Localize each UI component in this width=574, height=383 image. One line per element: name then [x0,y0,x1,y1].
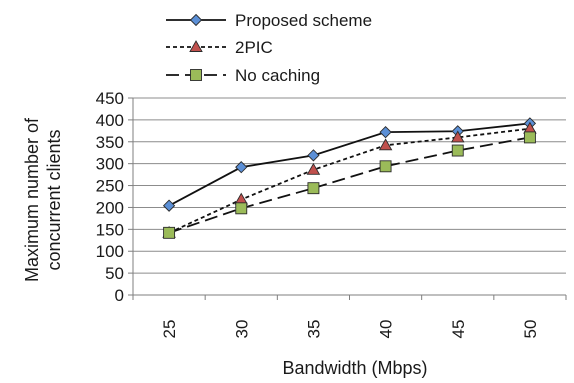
x-tick-labels: 25 30 35 40 45 50 [160,320,540,339]
x-tick-label: 25 [160,320,179,339]
legend-marker [190,69,202,81]
y-tick-label: 150 [96,220,124,239]
data-point-series-2 [307,182,320,195]
data-point-series-2 [379,160,392,173]
series-markers [162,117,537,239]
x-tick-label: 45 [449,320,468,339]
series-line-2 [168,136,531,234]
series-lines [168,122,531,234]
data-point-series-2 [235,202,248,215]
data-point-series-2 [451,144,464,157]
legend-marker [189,40,203,52]
data-point-series-0 [162,199,176,212]
x-tick-label: 50 [521,320,540,339]
y-tick-label: 100 [96,242,124,261]
y-tick-label: 300 [96,155,124,174]
data-point-series-2 [163,226,176,239]
series-line-1 [168,127,531,234]
y-tick-label: 50 [105,264,124,283]
legend: Proposed scheme 2PIC No caching [166,11,372,85]
data-point-series-1 [378,138,393,151]
legend-entry-2: No caching [166,66,320,85]
data-point-series-0 [379,126,392,139]
legend-entry-0: Proposed scheme [166,11,372,30]
series-line-0 [168,122,531,207]
y-tick-label: 0 [115,286,124,305]
y-tick-label: 450 [96,89,124,108]
y-tick-label: 250 [96,177,124,196]
x-tick-label: 30 [232,320,251,339]
data-point-series-0 [235,161,248,174]
legend-entry-1: 2PIC [166,38,273,57]
y-axis-title: Maximum number of concurrent clients [22,117,64,282]
y-tick-label: 350 [96,133,124,152]
data-point-series-1 [450,130,465,143]
data-point-series-0 [307,149,320,162]
gridlines [133,97,566,274]
y-tick-label: 200 [96,198,124,217]
legend-marker [189,13,203,27]
y-axis-title-line-1: Maximum number of [22,117,42,282]
axes [128,97,567,300]
legend-label: No caching [235,66,320,85]
y-tick-label: 400 [96,111,124,130]
data-point-series-2 [523,131,536,144]
x-tick-label: 40 [377,320,396,339]
legend-label: 2PIC [235,38,273,57]
data-point-series-1 [306,162,321,175]
y-tick-labels: 0 50 100 150 200 250 300 350 400 450 [96,89,124,305]
y-axis-title-line-2: concurrent clients [44,129,64,270]
x-tick-label: 35 [304,320,323,339]
x-axis-title: Bandwidth (Mbps) [282,358,427,378]
legend-label: Proposed scheme [235,11,372,30]
